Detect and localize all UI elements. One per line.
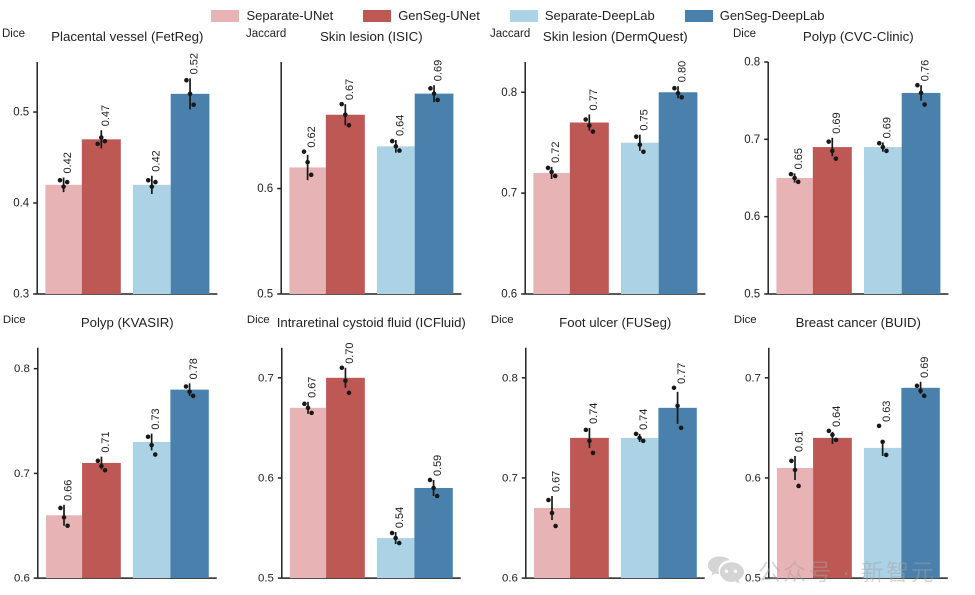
- svg-text:0.7: 0.7: [744, 134, 760, 146]
- svg-text:Polyp (CVC-Clinic): Polyp (CVC-Clinic): [803, 29, 914, 44]
- svg-text:Jaccard: Jaccard: [490, 28, 530, 40]
- svg-text:0.69: 0.69: [432, 60, 444, 81]
- svg-text:0.77: 0.77: [676, 363, 688, 384]
- svg-text:0.42: 0.42: [62, 152, 74, 173]
- svg-text:Skin lesion (ISIC): Skin lesion (ISIC): [320, 29, 423, 44]
- svg-text:Dice: Dice: [247, 314, 270, 326]
- svg-text:0.8: 0.8: [744, 57, 760, 69]
- svg-text:0.8: 0.8: [14, 363, 30, 375]
- svg-text:0.64: 0.64: [394, 115, 406, 136]
- svg-text:0.5: 0.5: [745, 573, 761, 585]
- svg-text:0.74: 0.74: [638, 409, 650, 430]
- svg-text:0.54: 0.54: [394, 507, 406, 528]
- svg-text:0.70: 0.70: [344, 343, 356, 364]
- svg-text:Breast cancer (BUID): Breast cancer (BUID): [796, 315, 921, 330]
- svg-text:0.5: 0.5: [744, 289, 760, 301]
- svg-text:0.65: 0.65: [793, 148, 805, 169]
- svg-text:0.6: 0.6: [257, 183, 273, 195]
- svg-text:0.69: 0.69: [919, 357, 931, 378]
- svg-text:0.4: 0.4: [13, 198, 30, 210]
- svg-text:0.7: 0.7: [501, 472, 517, 484]
- svg-text:0.61: 0.61: [794, 431, 806, 452]
- svg-text:0.7: 0.7: [14, 468, 30, 480]
- svg-text:0.78: 0.78: [188, 358, 200, 379]
- svg-text:0.67: 0.67: [550, 471, 562, 492]
- svg-text:0.6: 0.6: [14, 573, 30, 585]
- svg-text:0.5: 0.5: [13, 107, 29, 119]
- svg-text:0.76: 0.76: [920, 60, 932, 81]
- svg-text:0.42: 0.42: [150, 150, 162, 171]
- svg-text:Dice: Dice: [733, 28, 756, 40]
- svg-text:Skin lesion (DermQuest): Skin lesion (DermQuest): [542, 29, 687, 44]
- svg-text:0.71: 0.71: [100, 431, 112, 452]
- svg-text:0.6: 0.6: [501, 573, 517, 585]
- svg-text:0.80: 0.80: [676, 61, 688, 82]
- svg-text:Foot ulcer (FUSeg): Foot ulcer (FUSeg): [559, 315, 671, 330]
- svg-text:0.3: 0.3: [13, 289, 29, 301]
- svg-text:0.7: 0.7: [258, 372, 274, 384]
- svg-text:0.66: 0.66: [62, 480, 74, 501]
- svg-text:0.74: 0.74: [587, 403, 599, 424]
- svg-text:0.6: 0.6: [744, 211, 760, 223]
- svg-text:Jaccard: Jaccard: [246, 28, 286, 40]
- svg-text:0.62: 0.62: [306, 126, 318, 147]
- svg-text:0.7: 0.7: [501, 188, 517, 200]
- svg-text:0.73: 0.73: [150, 408, 162, 429]
- svg-text:0.7: 0.7: [745, 372, 761, 384]
- svg-text:0.69: 0.69: [882, 117, 894, 138]
- svg-text:Dice: Dice: [3, 314, 26, 326]
- svg-text:0.5: 0.5: [257, 289, 273, 301]
- svg-text:0.52: 0.52: [189, 53, 201, 74]
- svg-text:0.8: 0.8: [501, 372, 517, 384]
- svg-text:Intraretinal cystoid fluid (IC: Intraretinal cystoid fluid (ICFluid): [276, 315, 465, 330]
- svg-text:0.67: 0.67: [306, 377, 318, 398]
- svg-text:0.59: 0.59: [432, 455, 444, 476]
- svg-text:Dice: Dice: [490, 314, 513, 326]
- svg-text:Placental vessel (FetReg): Placental vessel (FetReg): [51, 29, 203, 44]
- svg-text:Polyp (KVASIR): Polyp (KVASIR): [81, 315, 174, 330]
- svg-text:0.47: 0.47: [100, 105, 112, 126]
- svg-text:0.69: 0.69: [831, 112, 843, 133]
- svg-text:0.67: 0.67: [344, 79, 356, 100]
- svg-text:0.5: 0.5: [258, 573, 274, 585]
- svg-text:0.72: 0.72: [550, 141, 562, 162]
- svg-text:0.64: 0.64: [831, 406, 843, 427]
- svg-text:0.63: 0.63: [881, 401, 893, 422]
- svg-text:0.77: 0.77: [587, 89, 599, 110]
- svg-text:0.6: 0.6: [501, 289, 517, 301]
- svg-text:Dice: Dice: [2, 28, 25, 40]
- svg-text:Dice: Dice: [734, 314, 757, 326]
- svg-text:0.6: 0.6: [745, 472, 761, 484]
- svg-text:0.8: 0.8: [501, 87, 517, 99]
- svg-text:0.6: 0.6: [258, 472, 274, 484]
- svg-text:0.75: 0.75: [638, 109, 650, 130]
